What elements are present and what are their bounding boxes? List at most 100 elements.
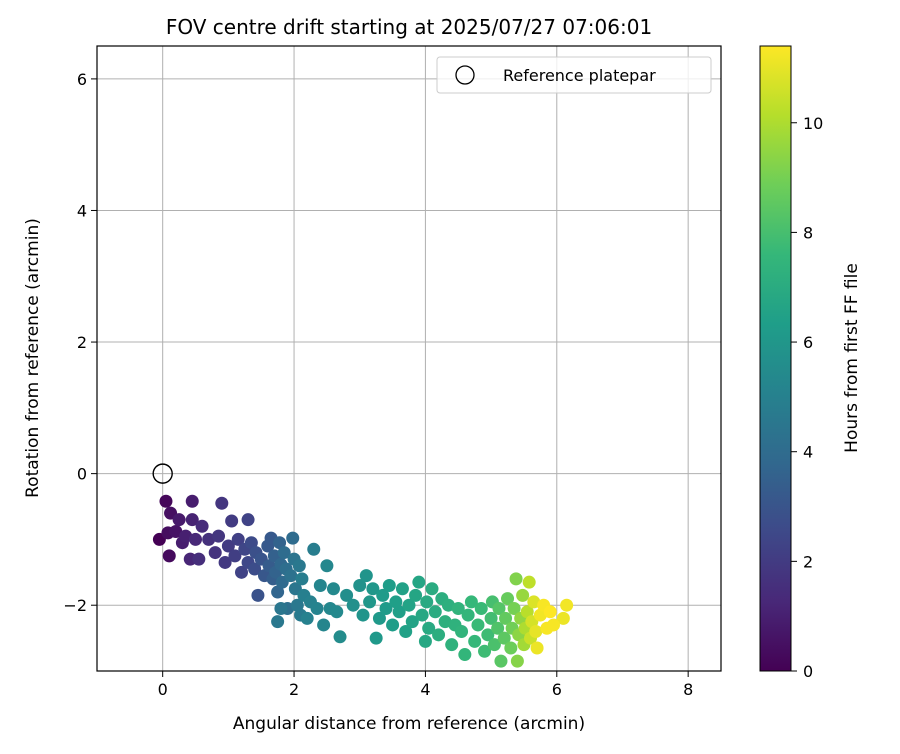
data-point	[399, 625, 413, 639]
data-point	[420, 595, 434, 609]
data-point	[228, 549, 242, 563]
plot-frame	[96, 45, 722, 672]
y-tick-label: 4	[77, 201, 87, 220]
data-point	[231, 532, 245, 546]
data-point	[284, 569, 298, 583]
data-point	[478, 644, 492, 658]
data-point	[235, 565, 249, 579]
colorbar-tick-label: 10	[803, 114, 823, 133]
data-point	[474, 602, 488, 615]
data-point	[520, 605, 534, 619]
data-point	[244, 536, 258, 550]
data-point	[307, 542, 321, 556]
data-point	[369, 631, 383, 645]
data-point	[392, 605, 406, 619]
y-tick-label: 6	[77, 70, 87, 89]
data-point	[491, 621, 505, 635]
data-point	[510, 654, 524, 668]
x-tick-label: 8	[683, 680, 693, 699]
data-point	[516, 588, 530, 602]
data-point	[159, 494, 173, 508]
data-point	[461, 608, 475, 622]
data-point	[455, 625, 469, 639]
colorbar-gradient	[759, 45, 792, 672]
data-point	[451, 602, 465, 615]
data-point	[215, 496, 229, 510]
data-point	[366, 582, 380, 596]
colorbar-tick-label: 6	[803, 333, 813, 352]
grid	[97, 46, 721, 671]
reference-marker	[152, 463, 173, 484]
x-tick-label: 6	[552, 680, 562, 699]
colorbar-label: Hours from first FF file	[842, 263, 862, 453]
data-point	[225, 514, 239, 528]
data-point	[471, 618, 485, 632]
data-point	[409, 588, 423, 602]
data-point	[333, 630, 347, 644]
x-axis: 0 2 4 6 8	[158, 671, 693, 699]
data-point	[172, 513, 186, 527]
data-point	[179, 529, 193, 543]
data-point	[286, 531, 300, 545]
data-point	[522, 575, 536, 589]
data-point	[527, 595, 541, 609]
data-point	[208, 546, 222, 560]
y-axis-label: Rotation from reference (arcmin)	[23, 218, 43, 498]
data-point	[251, 588, 265, 602]
data-point	[273, 536, 287, 550]
data-point	[271, 615, 285, 629]
data-point	[497, 631, 511, 645]
data-point	[389, 595, 403, 609]
data-point	[212, 529, 226, 543]
data-point	[382, 578, 396, 592]
data-point	[487, 638, 501, 652]
data-point	[241, 513, 255, 527]
data-point	[543, 605, 557, 619]
data-point	[464, 595, 478, 609]
data-point	[326, 582, 340, 596]
data-point	[271, 585, 285, 599]
data-point	[274, 602, 288, 615]
colorbar-ticks: 0 2 4 6 8 10	[791, 114, 823, 681]
data-point	[277, 546, 291, 560]
data-point	[320, 559, 334, 573]
colorbar-tick-label: 8	[803, 223, 813, 242]
data-point	[547, 618, 561, 632]
data-point	[353, 578, 367, 592]
data-point	[295, 572, 309, 586]
data-point	[386, 618, 400, 632]
data-point	[492, 602, 506, 615]
data-point	[313, 578, 327, 592]
colorbar-tick-label: 2	[803, 552, 813, 571]
data-point	[372, 611, 386, 625]
data-point	[218, 555, 232, 569]
data-point	[509, 572, 523, 586]
data-point	[185, 513, 199, 527]
data-point	[428, 605, 442, 619]
data-point	[405, 615, 419, 629]
data-point	[501, 592, 515, 606]
data-point	[376, 588, 390, 602]
data-point	[310, 602, 324, 615]
data-point	[395, 582, 409, 596]
data-point	[221, 539, 235, 553]
data-point	[458, 648, 472, 662]
data-point	[189, 532, 203, 546]
data-points	[152, 494, 574, 668]
x-axis-label: Angular distance from reference (arcmin)	[233, 714, 585, 734]
y-tick-label: 2	[77, 333, 87, 352]
data-point	[202, 532, 216, 546]
data-point	[499, 611, 513, 625]
data-point	[300, 611, 314, 625]
data-point	[185, 494, 199, 508]
data-point	[468, 634, 482, 648]
data-point	[432, 628, 446, 642]
data-point	[560, 598, 574, 612]
data-point	[363, 595, 377, 609]
legend-box	[436, 56, 712, 94]
data-point	[290, 598, 304, 612]
legend: Reference platepar	[436, 56, 712, 94]
x-tick-label: 0	[158, 680, 168, 699]
